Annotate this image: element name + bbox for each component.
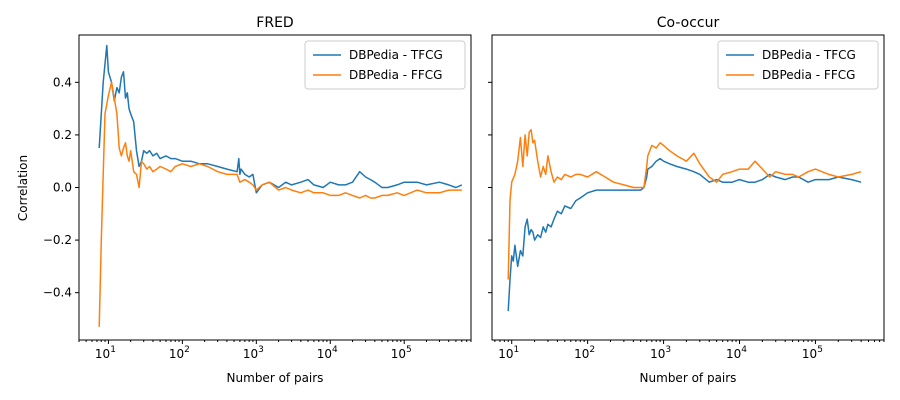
legend-label: DBPedia - FFCG <box>762 68 855 82</box>
y-tick-label: 0.2 <box>53 128 72 142</box>
left-chart-title: FRED <box>256 15 293 31</box>
y-tick-label: −0.4 <box>43 286 72 300</box>
x-tick-label: 103 <box>650 345 671 361</box>
right-legend: DBPedia - TFCG DBPedia - FFCG <box>717 40 879 90</box>
y-tick-label: 0.4 <box>53 75 72 89</box>
left-y-axis-label: Correlation <box>16 155 30 221</box>
series-line-ffcg <box>507 128 862 280</box>
series-line-ffcg <box>98 81 462 327</box>
legend-label: DBPedia - TFCG <box>762 48 856 62</box>
right-chart-title: Co-occur <box>657 15 720 31</box>
x-tick-label: 102 <box>169 345 190 361</box>
series-line-tfcg <box>507 157 862 312</box>
x-tick-label: 105 <box>391 345 412 361</box>
right-x-axis-label: Number of pairs <box>640 371 737 385</box>
y-tick-label: 0.0 <box>53 181 72 195</box>
left-plot-lines <box>98 44 463 327</box>
x-tick-label: 105 <box>802 345 823 361</box>
x-tick-label: 101 <box>498 345 519 361</box>
left-x-ticks: 101 102 103 104 105 <box>78 340 472 361</box>
right-plot-lines <box>507 128 862 312</box>
y-tick-label: −0.2 <box>43 233 72 247</box>
series-line-tfcg <box>98 44 463 194</box>
x-tick-label: 101 <box>95 345 116 361</box>
x-tick-label: 102 <box>574 345 595 361</box>
right-x-ticks: 101 102 103 104 105 <box>494 340 885 361</box>
left-x-axis-label: Number of pairs <box>227 371 324 385</box>
left-chart: FRED 101 102 103 104 105 −0.4 −0.2 0.0 0.2 0.4 N… <box>16 15 472 385</box>
legend-box <box>717 40 879 90</box>
right-y-ticks <box>488 81 492 294</box>
legend-label: DBPedia - FFCG <box>349 68 442 82</box>
x-tick-label: 104 <box>726 345 747 361</box>
legend-box <box>304 40 466 90</box>
right-chart: Co-occur 101 102 103 104 105 Number of pairs… <box>488 15 885 385</box>
x-tick-label: 103 <box>243 345 264 361</box>
left-y-ticks: −0.4 −0.2 0.0 0.2 0.4 <box>43 75 79 300</box>
x-tick-label: 104 <box>317 345 338 361</box>
left-legend: DBPedia - TFCG DBPedia - FFCG <box>304 40 466 90</box>
legend-label: DBPedia - TFCG <box>349 48 443 62</box>
